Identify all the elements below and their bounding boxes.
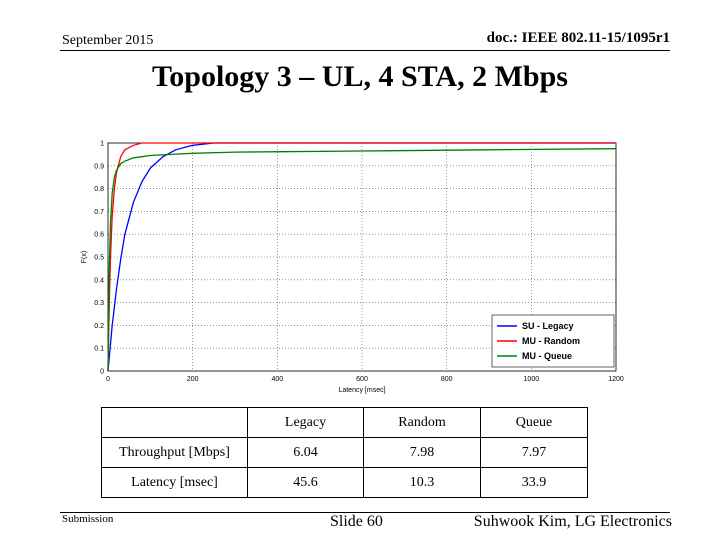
table-header-cell: [101, 407, 248, 438]
table-cell: 7.97: [480, 437, 588, 468]
table-cell: 10.3: [363, 467, 481, 498]
y-tick-label: 0.3: [94, 300, 104, 307]
table-cell: 33.9: [480, 467, 588, 498]
slide-title: Topology 3 – UL, 4 STA, 2 Mbps: [152, 60, 568, 93]
y-tick-label: 0.7: [94, 209, 104, 216]
y-tick-label: 0.9: [94, 163, 104, 170]
series-line: [107, 148, 617, 372]
footer-slide-number: Slide 60: [330, 513, 383, 530]
y-tick-label: 1: [100, 141, 104, 148]
x-tick-label: 600: [356, 376, 368, 383]
table-row: Latency [msec] 45.6 10.3 33.9: [101, 467, 588, 498]
y-tick-label: 0.8: [94, 186, 104, 193]
x-tick-label: 1200: [608, 376, 624, 383]
table-cell: Throughput [Mbps]: [101, 437, 248, 468]
x-tick-label: 800: [441, 376, 453, 383]
footer-author: Suhwook Kim, LG Electronics: [473, 513, 672, 530]
x-axis-label: Latency [msec]: [338, 387, 385, 394]
x-tick-label: 200: [187, 376, 199, 383]
table-cell: 7.98: [363, 437, 481, 468]
legend-label: MU - Random: [522, 336, 580, 346]
table-header-cell: Legacy: [247, 407, 364, 438]
table-cell: 45.6: [247, 467, 364, 498]
x-tick-label: 0: [106, 376, 110, 383]
y-tick-label: 0.2: [94, 323, 104, 330]
header-divider: [60, 50, 670, 51]
x-tick-label: 400: [271, 376, 283, 383]
y-tick-label: 0: [100, 369, 104, 376]
table-header-cell: Queue: [480, 407, 588, 438]
x-tick-label: 1000: [524, 376, 540, 383]
table-cell: Latency [msec]: [101, 467, 248, 498]
header-date: September 2015: [62, 33, 154, 48]
table-header-row: Legacy Random Queue: [101, 407, 588, 438]
table-header-cell: Random: [363, 407, 481, 438]
footer-divider: [60, 512, 670, 513]
y-axis-label: F(x): [81, 251, 88, 263]
legend-label: SU - Legacy: [522, 321, 574, 331]
table-cell: 6.04: [247, 437, 364, 468]
y-tick-label: 0.4: [94, 277, 104, 284]
y-tick-label: 0.5: [94, 255, 104, 262]
table-row: Throughput [Mbps] 6.04 7.98 7.97: [101, 437, 588, 468]
y-tick-label: 0.6: [94, 232, 104, 239]
footer-submission: Submission: [62, 513, 114, 525]
series-line: [107, 142, 616, 372]
legend-label: MU - Queue: [522, 351, 572, 361]
results-table: Legacy Random Queue Throughput [Mbps] 6.…: [101, 407, 588, 498]
y-tick-label: 0.1: [94, 346, 104, 353]
series-line: [107, 142, 616, 372]
cdf-chart: 0 0.1 0.2 0.3 0.4 0.5 0.6 0.7 0.8 0.9 1 0 200 400 600 8…: [81, 141, 624, 395]
header-doc-id: doc.: IEEE 802.11-15/1095r1: [486, 30, 670, 46]
